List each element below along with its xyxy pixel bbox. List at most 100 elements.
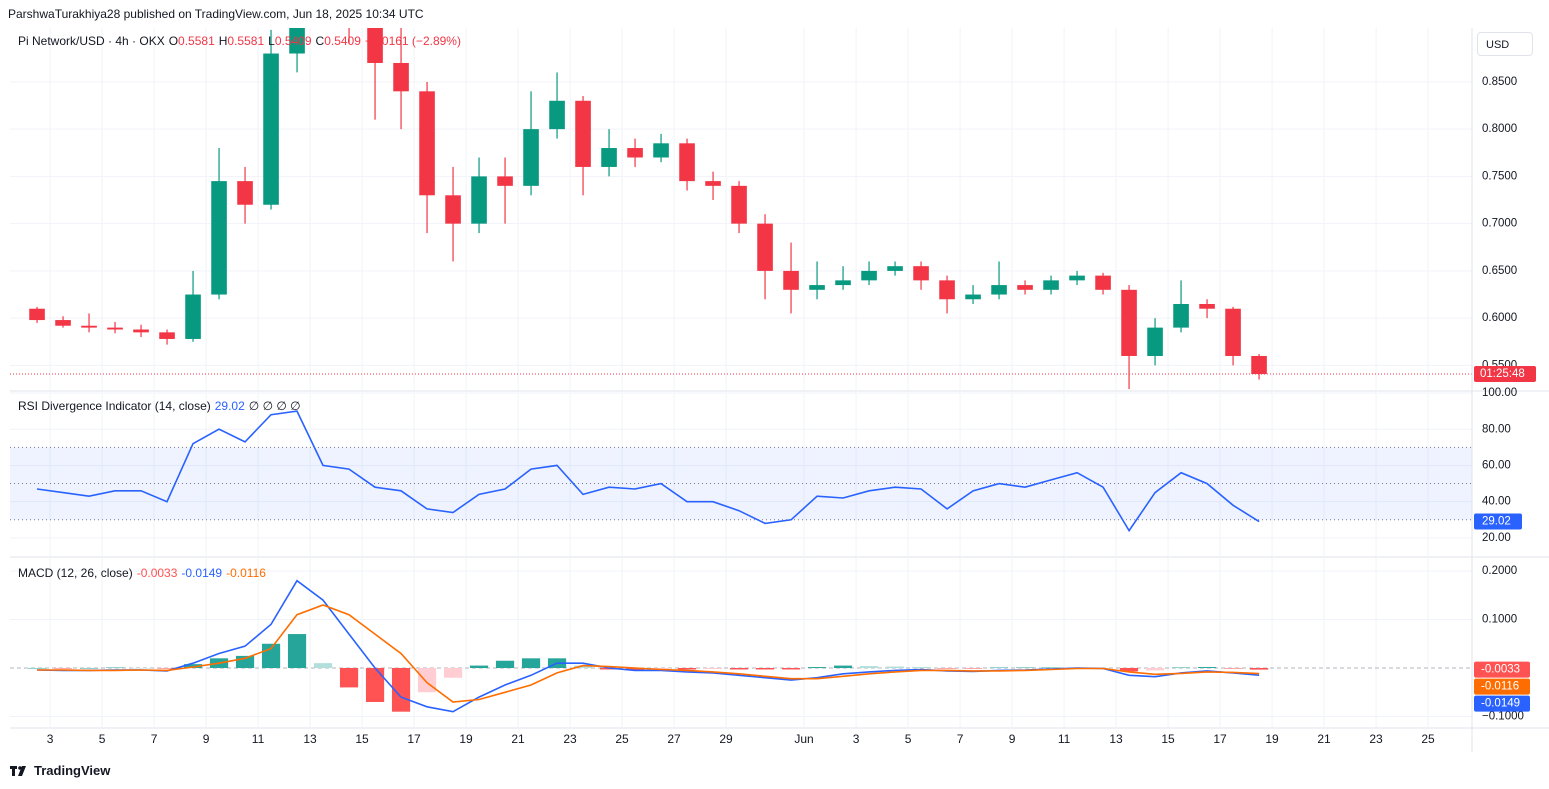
y-tick-label: 40.00 [1482,496,1511,508]
rsi-pane [10,410,1472,533]
candle-body [679,143,695,182]
candle-body [1225,308,1241,356]
value-badge [1474,678,1530,695]
y-tick-label: 20.00 [1482,532,1511,544]
candle-body [55,320,71,326]
histogram-bar [677,668,697,670]
indicator-value: 29.02 [214,399,245,413]
indicator-value: -0.0149 [181,566,223,580]
legend-key: L [268,34,275,48]
y-tick-label: 0.8000 [1482,123,1517,135]
candle-body [237,181,253,205]
histogram-bar [105,667,125,669]
candle-body [653,143,669,158]
candle-body [471,176,487,224]
histogram-bar [1041,667,1061,669]
value-badge-label: -0.0116 [1481,681,1519,693]
price-pane [10,28,1472,390]
candle-body [627,148,643,158]
candle-body [757,223,773,271]
histogram-bar [1145,668,1165,671]
histogram-bar [313,663,333,669]
y-tick-label: 0.1000 [1482,614,1517,626]
x-tick-label: 5 [99,732,106,746]
histogram-bar [729,668,749,670]
legend-value: 0.5581 [178,34,215,48]
histogram-bar [183,664,203,669]
histogram-bar [27,668,47,669]
legend-value: 0.5409 [324,34,361,48]
candle-body [861,270,877,281]
candle-body [81,325,97,328]
histogram-bar [1249,668,1269,670]
y-tick-label: 0.8500 [1482,76,1517,88]
candle-body [1251,355,1267,375]
y-tick-label: −0.1000 [1482,711,1524,723]
histogram-bar [755,668,775,670]
y-tick-label: 0.2000 [1482,565,1517,577]
indicator-title: RSI Divergence Indicator (14, close) [18,399,211,413]
x-tick-label: 29 [719,732,733,746]
histogram-bar [703,668,723,669]
x-tick-label: 21 [511,732,525,746]
axes: 3 5 7 9 11 13 15 17 19 21 23 25 27 29 Jun 3 5 7 9 11 13 15 17 1… [10,28,1549,752]
histogram-bar [625,668,645,671]
x-tick-label: 25 [615,732,629,746]
value-badge-label: 29.02 [1482,516,1511,528]
y-tick-label: 60.00 [1482,459,1511,471]
histogram-bar [937,668,957,669]
value-badge-label: -0.0033 [1481,664,1520,676]
histogram-bar [1119,668,1139,672]
legend-change: −0.0161 (−2.89%) [364,34,461,48]
candle-body [185,294,201,339]
indicator-value: -0.0033 [136,566,178,580]
value-badge [1474,695,1530,712]
candle-body [159,332,175,339]
y-tick-label: 100.00 [1482,387,1517,399]
candle-body [991,285,1007,295]
histogram-bar [521,658,541,669]
symbol: Pi Network/USD · 4h · OKX [18,34,165,48]
histogram-bar [885,666,905,669]
publisher: ParshwaTurakhiya28 published on TradingV… [8,7,424,21]
histogram-bar [391,668,411,712]
candle-body [1121,289,1137,356]
candle-body [1017,285,1033,290]
candle-body [523,129,539,186]
rsi-band [10,447,1472,520]
x-tick-label: 11 [1058,732,1071,746]
countdown-label: 01:25:48 [1480,368,1525,380]
x-tick-label: 23 [563,732,577,746]
candle-body [601,148,617,167]
y-tick-label: 80.00 [1482,423,1511,435]
y-tick-label: 0.7000 [1482,218,1517,230]
indicator-markers: ∅ ∅ ∅ ∅ [248,399,301,413]
x-tick-label: 15 [355,732,369,746]
candle-body [887,266,903,271]
y-tick-label: 0.6000 [1482,312,1517,324]
line-series [36,410,1260,533]
candle-body [497,176,513,186]
currency-button[interactable]: USD [1477,32,1533,56]
indicator-value: -0.0116 [226,566,266,580]
histogram-bar [833,665,853,669]
candle-body [575,100,591,167]
value-badge [1474,513,1522,530]
histogram-bar [859,666,879,669]
histogram-bar [287,634,307,669]
candle-body [939,280,955,300]
histogram-bar [1171,667,1191,669]
x-tick-label: 13 [1109,732,1123,746]
histogram-bar [443,668,463,678]
candle-body [367,28,383,63]
x-tick-label: 17 [1213,732,1227,746]
histogram-bar [1223,668,1243,669]
legend-value: 0.5409 [274,34,312,48]
rsi-legend: RSI Divergence Indicator (14, close) 29.0… [18,399,305,413]
histogram-bar [573,665,593,669]
y-tick-label: 0.6500 [1482,265,1517,277]
histogram-bar [79,668,99,669]
histogram-bar [781,668,801,670]
candle-body [835,280,851,286]
